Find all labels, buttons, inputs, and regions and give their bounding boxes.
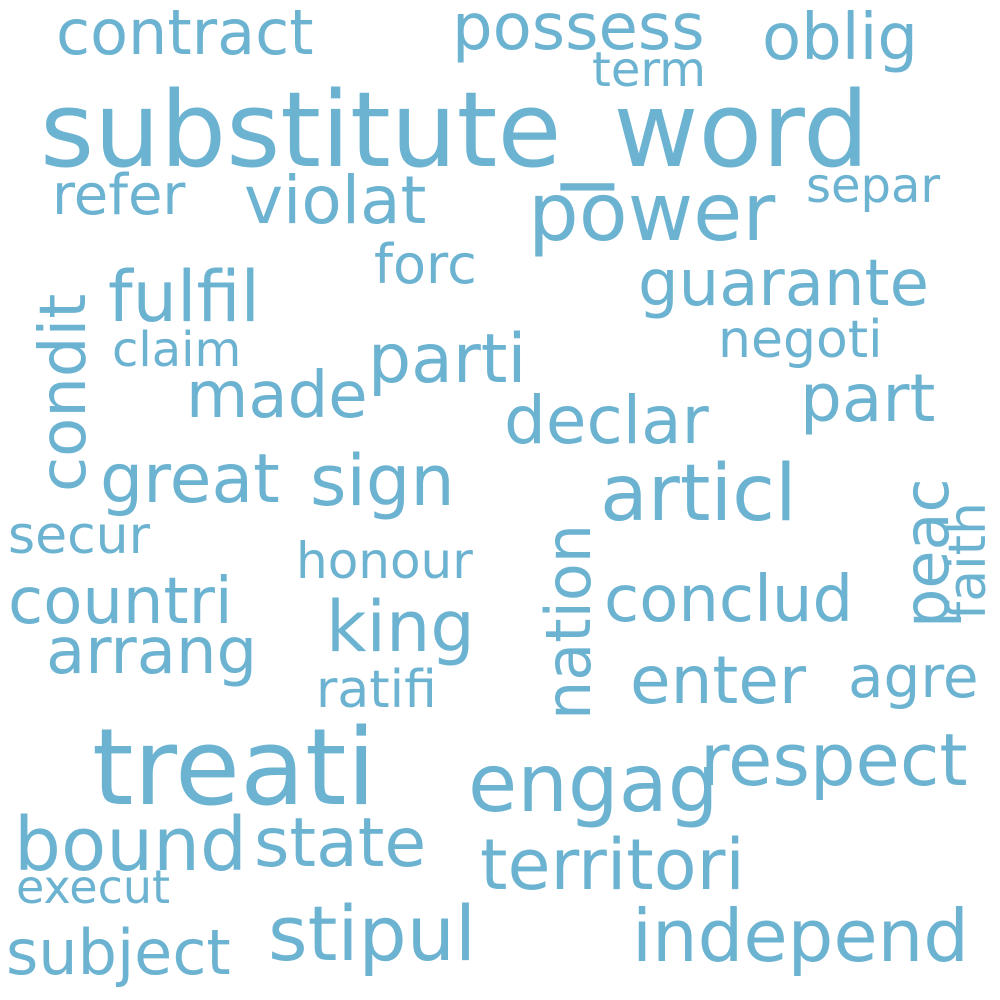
word-declar: declar [504, 382, 709, 459]
word-oblig: oblig [762, 1, 918, 75]
word-enter: enter [630, 642, 807, 719]
word-conclud: conclud [604, 563, 854, 637]
word-contract: contract [56, 0, 314, 69]
word-sign: sign [310, 440, 455, 522]
word-faith: faith [938, 502, 998, 620]
word-fulfil: fulfil [108, 256, 260, 338]
word-violat: violat [244, 162, 427, 239]
word-king: king [326, 586, 475, 668]
word-condit: condit [27, 293, 101, 492]
word-power: power [528, 166, 776, 259]
word-treati: treati [92, 706, 376, 829]
word-great: great [100, 440, 280, 519]
word-execut: execut [16, 860, 171, 914]
word-subject: subject [6, 916, 231, 989]
word-arrang: arrang [46, 615, 258, 689]
word-state: state [254, 804, 427, 883]
word-refer: refer [52, 163, 186, 228]
word-agre: agre [848, 643, 979, 711]
word-engag: engag [468, 737, 719, 830]
word-stipul: stipul [268, 889, 477, 978]
word-claim: claim [112, 322, 242, 378]
word-articl: articl [600, 449, 797, 539]
word-part: part [800, 360, 936, 437]
word-forc: forc [374, 233, 477, 296]
word-substitute-word: substitute_word [40, 69, 870, 191]
word-honour: honour [296, 532, 473, 590]
word-countri: countri [8, 565, 233, 639]
word-secur: secur [8, 506, 151, 566]
word-independ: independ [632, 894, 969, 978]
word-bound: bound [14, 802, 248, 888]
word-made: made [186, 359, 368, 433]
word-parti: parti [368, 320, 527, 399]
word-respect: respect [700, 718, 968, 802]
word-possess: possess [452, 0, 705, 65]
word-term: term [592, 42, 706, 98]
word-negoti: negoti [718, 310, 883, 370]
word-ratifi: ratifi [316, 660, 437, 720]
word-nation: nation [532, 523, 605, 720]
word-separ: separ [806, 158, 941, 214]
word-guarante: guarante [638, 247, 929, 321]
word-territori: territori [480, 824, 745, 906]
